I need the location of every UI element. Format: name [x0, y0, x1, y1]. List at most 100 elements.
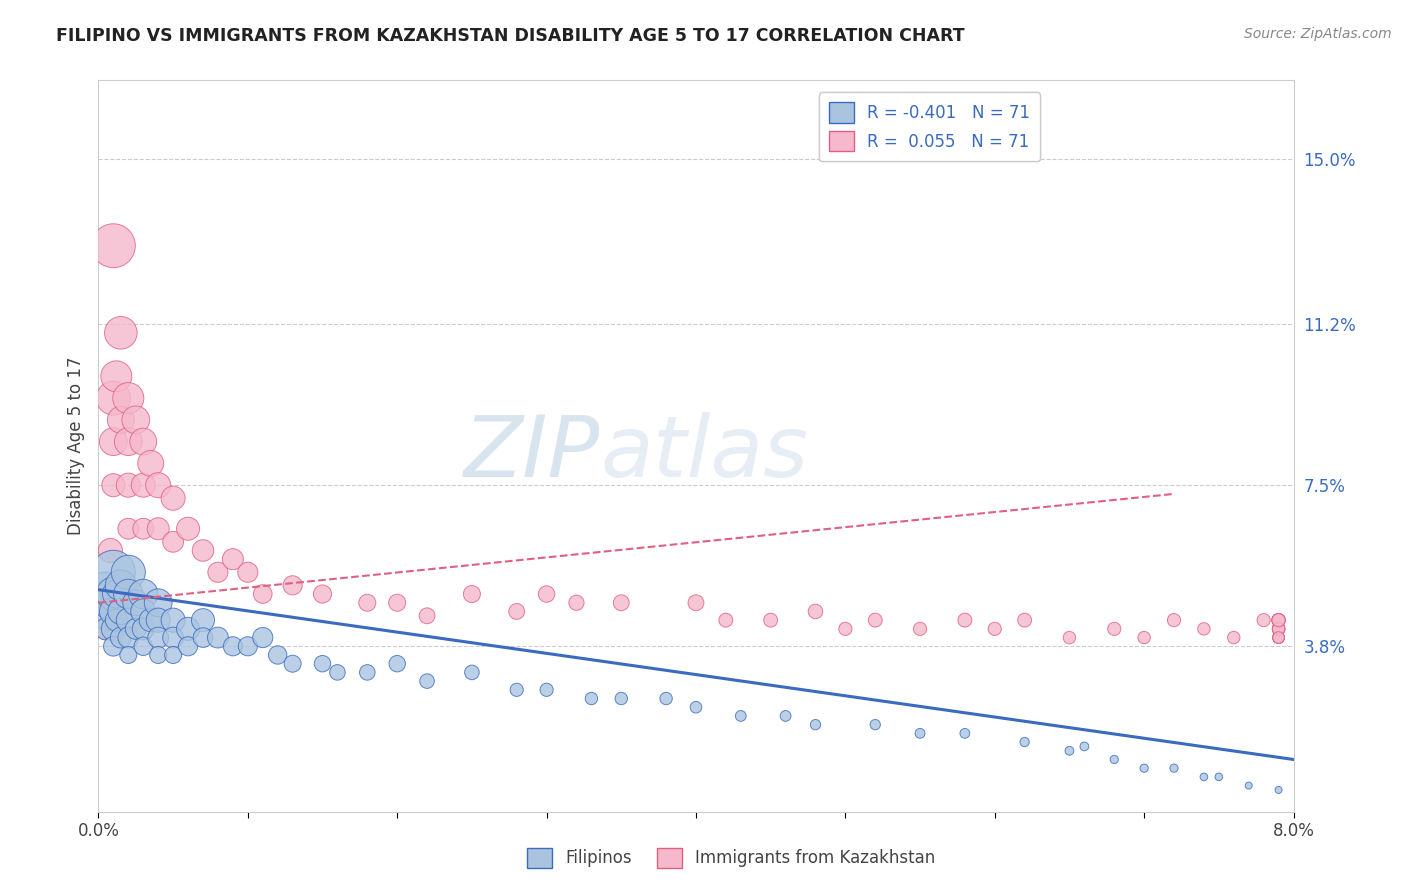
Point — [1253, 613, 1275, 627]
Point — [148, 613, 170, 627]
Point — [1267, 783, 1289, 797]
Point — [775, 709, 797, 723]
Point — [98, 543, 122, 558]
Point — [1163, 761, 1185, 775]
Point — [125, 413, 148, 427]
Point — [1014, 735, 1036, 749]
Point — [1192, 622, 1215, 636]
Point — [105, 369, 128, 384]
Point — [117, 478, 139, 492]
Point — [416, 608, 439, 623]
Point — [1267, 622, 1289, 636]
Point — [1059, 744, 1081, 758]
Point — [804, 717, 827, 731]
Point — [1267, 613, 1289, 627]
Point — [1208, 770, 1230, 784]
Point — [1104, 622, 1126, 636]
Point — [132, 478, 155, 492]
Point — [1267, 622, 1289, 636]
Point — [1104, 752, 1126, 766]
Point — [177, 522, 200, 536]
Point — [461, 665, 484, 680]
Point — [117, 613, 139, 627]
Point — [148, 478, 170, 492]
Point — [117, 587, 139, 601]
Point — [1267, 631, 1289, 645]
Point — [1267, 613, 1289, 627]
Point — [125, 596, 148, 610]
Point — [1267, 613, 1289, 627]
Point — [908, 622, 931, 636]
Point — [139, 613, 162, 627]
Point — [385, 596, 409, 610]
Point — [714, 613, 737, 627]
Point — [356, 665, 378, 680]
Legend: R = -0.401   N = 71, R =  0.055   N = 71: R = -0.401 N = 71, R = 0.055 N = 71 — [818, 92, 1040, 161]
Point — [655, 691, 678, 706]
Point — [834, 622, 856, 636]
Point — [1267, 622, 1289, 636]
Text: atlas: atlas — [600, 412, 808, 495]
Point — [148, 522, 170, 536]
Point — [162, 491, 184, 506]
Point — [1267, 613, 1289, 627]
Point — [326, 665, 349, 680]
Point — [177, 640, 200, 654]
Point — [1133, 761, 1156, 775]
Point — [105, 587, 128, 601]
Point — [1014, 613, 1036, 627]
Point — [94, 608, 117, 623]
Point — [222, 640, 245, 654]
Point — [984, 622, 1007, 636]
Point — [162, 648, 184, 662]
Point — [281, 578, 304, 592]
Y-axis label: Disability Age 5 to 17: Disability Age 5 to 17 — [66, 357, 84, 535]
Point — [865, 717, 887, 731]
Point — [610, 596, 633, 610]
Point — [1059, 631, 1081, 645]
Point — [148, 648, 170, 662]
Point — [610, 691, 633, 706]
Point — [1267, 631, 1289, 645]
Point — [117, 631, 139, 645]
Point — [865, 613, 887, 627]
Point — [94, 622, 117, 636]
Point — [103, 604, 125, 618]
Point — [162, 613, 184, 627]
Point — [117, 648, 139, 662]
Point — [1267, 613, 1289, 627]
Point — [110, 578, 132, 592]
Point — [110, 604, 132, 618]
Point — [103, 622, 125, 636]
Point — [191, 543, 214, 558]
Point — [132, 587, 155, 601]
Point — [461, 587, 484, 601]
Point — [1192, 770, 1215, 784]
Point — [565, 596, 588, 610]
Point — [110, 413, 132, 427]
Point — [103, 640, 125, 654]
Point — [132, 434, 155, 449]
Point — [267, 648, 290, 662]
Point — [311, 657, 333, 671]
Point — [685, 596, 707, 610]
Point — [953, 726, 976, 740]
Text: Source: ZipAtlas.com: Source: ZipAtlas.com — [1244, 27, 1392, 41]
Point — [207, 631, 229, 645]
Point — [94, 596, 117, 610]
Point — [125, 622, 148, 636]
Point — [105, 613, 128, 627]
Point — [953, 613, 976, 627]
Point — [103, 434, 125, 449]
Point — [222, 552, 245, 566]
Point — [177, 622, 200, 636]
Point — [1267, 622, 1289, 636]
Point — [236, 566, 259, 580]
Point — [685, 700, 707, 714]
Point — [1267, 631, 1289, 645]
Point — [252, 587, 274, 601]
Legend: Filipinos, Immigrants from Kazakhstan: Filipinos, Immigrants from Kazakhstan — [520, 841, 942, 875]
Point — [506, 604, 529, 618]
Point — [191, 613, 214, 627]
Point — [207, 566, 229, 580]
